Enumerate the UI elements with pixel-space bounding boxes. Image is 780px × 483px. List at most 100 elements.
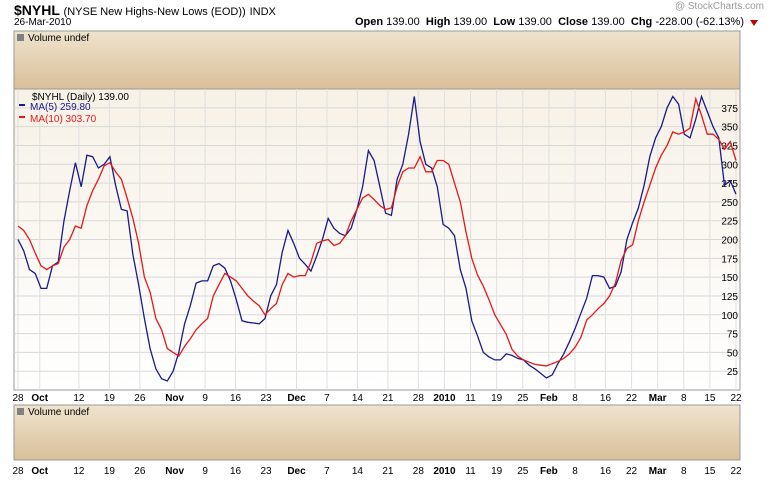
watermark: @ StockCharts.com xyxy=(674,1,764,12)
x-tick-label: 19 xyxy=(491,393,503,404)
x-tick-label: 12 xyxy=(73,393,85,404)
x-tick-label: 8 xyxy=(572,393,578,404)
legend-ma5-swatch xyxy=(19,104,25,106)
close-value: 139.00 xyxy=(591,16,625,28)
x-tick-label-bottom: Nov xyxy=(165,466,184,477)
x-tick-label-bottom: 21 xyxy=(382,466,394,477)
y-axis-ticks: 25 50 75 100 125 150 175 200 225 250 275 300 325 350 3… xyxy=(721,104,738,378)
grid-lines xyxy=(14,89,740,390)
legend-ma10-swatch xyxy=(19,116,25,118)
bottom-volume-panel xyxy=(13,404,741,461)
x-tick-label: 25 xyxy=(517,393,529,404)
chart-date: 26-Mar-2010 xyxy=(14,17,72,28)
x-tick-label-bottom: 28 xyxy=(413,466,425,477)
x-tick-label-bottom: 7 xyxy=(324,466,330,477)
x-tick-label: 11 xyxy=(465,393,476,404)
x-tick-label-bottom: 28 xyxy=(12,466,24,477)
x-tick-label: 22 xyxy=(626,393,638,404)
symbol-exchange: INDX xyxy=(249,6,276,18)
y-tick-label: 350 xyxy=(721,123,738,134)
open-value: 139.00 xyxy=(386,16,420,28)
y-tick-label: 25 xyxy=(727,367,739,378)
x-tick-label-bottom: 26 xyxy=(134,466,146,477)
volume-icon-top xyxy=(17,34,24,41)
x-tick-label: 15 xyxy=(704,393,716,404)
x-tick-label-bottom: 2010 xyxy=(433,466,456,477)
bottom-volume-label: Volume undef xyxy=(28,407,89,418)
volume-icon-bottom xyxy=(17,408,24,415)
x-axis-ticks: 28 Oct 12 19 26 Nov 9 16 23 Dec 7 14 21 28 2010 11 19 25 F… xyxy=(12,393,742,404)
x-axis-ticks-bottom: 28 Oct 12 19 26 Nov 9 16 23 Dec 7 14 21 28 2010 11 19 25 F… xyxy=(12,466,742,477)
x-tick-label-bottom: 9 xyxy=(202,466,208,477)
y-tick-label: 125 xyxy=(721,292,738,303)
x-tick-label: 14 xyxy=(352,393,364,404)
x-tick-label-bottom: 16 xyxy=(230,466,242,477)
x-tick-label: Mar xyxy=(649,393,667,404)
x-tick-label-bottom: 8 xyxy=(572,466,578,477)
x-tick-label-bottom: 12 xyxy=(73,466,85,477)
x-tick-label: 7 xyxy=(324,393,330,404)
x-tick-label-bottom: Dec xyxy=(287,466,306,477)
legend-ma10: MA(10) 303.70 xyxy=(30,114,97,125)
open-label: Open xyxy=(354,16,384,28)
y-tick-label: 375 xyxy=(721,104,738,115)
x-tick-label: Feb xyxy=(540,393,558,404)
legend-main: $NYHL (Daily) 139.00 xyxy=(32,92,129,103)
x-tick-label-bottom: 19 xyxy=(104,466,116,477)
x-tick-label-bottom: Oct xyxy=(31,466,48,477)
low-label: Low xyxy=(493,16,516,28)
x-tick-label-bottom: Mar xyxy=(649,466,667,477)
x-tick-label-bottom: 15 xyxy=(704,466,716,477)
y-tick-label: 225 xyxy=(721,217,738,228)
y-tick-label: 300 xyxy=(721,160,738,171)
ma5-line xyxy=(17,94,737,382)
close-label: Close xyxy=(558,16,589,28)
down-arrow-icon xyxy=(750,20,758,26)
chg-value: -228.00 (-62.13%) xyxy=(655,16,744,28)
series-lines xyxy=(17,94,737,382)
x-tick-label-bottom: 23 xyxy=(260,466,272,477)
legend-ma5: MA(5) 259.80 xyxy=(30,102,91,113)
top-volume-label: Volume undef xyxy=(28,33,89,44)
x-tick-label: 22 xyxy=(730,393,742,404)
ma10-line xyxy=(17,96,737,367)
x-tick-label: 16 xyxy=(600,393,612,404)
chart-symbol: $NYHL (NYSE New Highs-New Lows (EOD)) IN… xyxy=(14,2,276,18)
ohlc-readout: Open 139.00 High 139.00 Low 139.00 Close… xyxy=(355,16,744,28)
x-tick-label: 9 xyxy=(202,393,208,404)
x-tick-label: 23 xyxy=(260,393,272,404)
y-tick-label: 325 xyxy=(721,141,738,152)
high-value: 139.00 xyxy=(453,16,488,28)
y-tick-label: 175 xyxy=(721,254,738,265)
x-tick-label-bottom: 11 xyxy=(465,466,476,477)
top-volume-panel xyxy=(13,30,741,90)
x-tick-label: 28 xyxy=(12,393,24,404)
symbol-ticker: $NYHL xyxy=(14,2,60,18)
x-tick-label-bottom: 22 xyxy=(730,466,742,477)
x-tick-label-bottom: 8 xyxy=(681,466,687,477)
y-tick-label: 75 xyxy=(727,330,739,341)
y-tick-label: 275 xyxy=(721,179,738,190)
x-tick-label: 19 xyxy=(104,393,116,404)
x-tick-label: 28 xyxy=(413,393,425,404)
y-tick-label: 200 xyxy=(721,236,738,247)
y-tick-label: 150 xyxy=(721,273,738,284)
x-tick-label-bottom: 14 xyxy=(352,466,364,477)
x-tick-label-bottom: Feb xyxy=(540,466,558,477)
y-tick-label: 50 xyxy=(727,348,739,359)
x-tick-label: 8 xyxy=(681,393,687,404)
x-tick-label: Nov xyxy=(165,393,184,404)
chg-label: Chg xyxy=(630,16,653,28)
high-label: High xyxy=(425,16,451,28)
x-tick-label-bottom: 25 xyxy=(517,466,529,477)
x-tick-label: Oct xyxy=(31,393,48,404)
x-tick-label: 26 xyxy=(134,393,146,404)
low-value: 139.00 xyxy=(518,16,552,28)
x-tick-label: 2010 xyxy=(433,393,456,404)
x-tick-label: Dec xyxy=(287,393,306,404)
x-tick-label-bottom: 19 xyxy=(491,466,503,477)
x-tick-label-bottom: 22 xyxy=(626,466,638,477)
x-tick-label: 16 xyxy=(230,393,242,404)
x-tick-label-bottom: 16 xyxy=(600,466,612,477)
